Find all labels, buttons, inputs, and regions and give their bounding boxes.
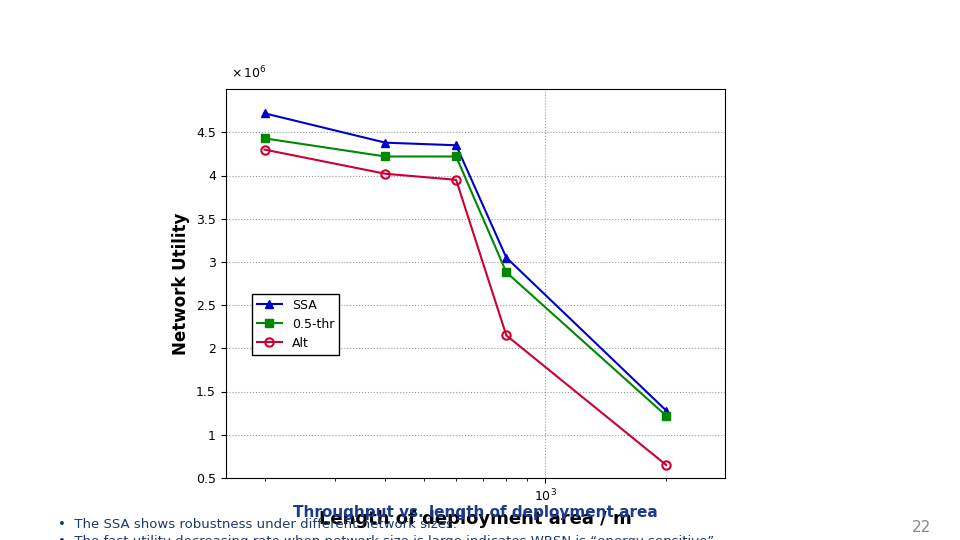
- X-axis label: Length of deployment area / m: Length of deployment area / m: [319, 510, 632, 528]
- Y-axis label: Network Utility: Network Utility: [173, 212, 190, 355]
- SSA: [379, 139, 391, 146]
- Alt: [660, 462, 672, 468]
- SSA: [259, 110, 271, 117]
- 0.5-thr: [379, 153, 391, 160]
- Alt: [500, 332, 512, 339]
- 0.5-thr: [450, 153, 462, 160]
- SSA: [500, 254, 512, 261]
- Line: Alt: Alt: [260, 145, 670, 469]
- Line: 0.5-thr: 0.5-thr: [260, 134, 670, 420]
- Alt: [450, 177, 462, 183]
- 0.5-thr: [660, 413, 672, 419]
- Line: SSA: SSA: [260, 109, 670, 415]
- Text: 22: 22: [912, 519, 931, 535]
- Alt: [259, 146, 271, 153]
- Legend: SSA, 0.5-thr, Alt: SSA, 0.5-thr, Alt: [252, 294, 339, 355]
- Text: •  The fast utility decreasing rate when network size is large indicates WRSN is: • The fast utility decreasing rate when …: [58, 535, 718, 540]
- 0.5-thr: [259, 135, 271, 141]
- 0.5-thr: [500, 269, 512, 275]
- Text: $\times\,10^6$: $\times\,10^6$: [230, 65, 266, 82]
- Alt: [379, 171, 391, 177]
- SSA: [450, 142, 462, 149]
- Text: Throughput vs. length of deployment area: Throughput vs. length of deployment area: [293, 505, 658, 520]
- SSA: [660, 407, 672, 414]
- Text: •  The SSA shows robustness under different network sizes.: • The SSA shows robustness under differe…: [58, 518, 457, 531]
